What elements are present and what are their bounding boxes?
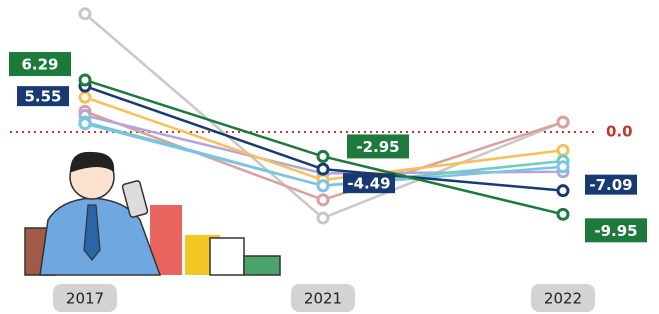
data-label: -4.49: [343, 173, 395, 193]
value-label: -7.09: [589, 176, 632, 194]
value-label: -4.49: [347, 175, 390, 193]
data-label: -2.95: [347, 134, 409, 158]
point: [558, 145, 568, 155]
point: [558, 162, 568, 172]
x-tick-label: 2021: [304, 290, 342, 308]
x-tick-label: 2017: [66, 290, 104, 308]
point: [318, 213, 328, 223]
value-label: 5.55: [24, 88, 61, 106]
point: [318, 181, 328, 191]
value-label: 6.29: [21, 56, 58, 74]
data-label: 6.29: [9, 52, 71, 76]
chart: 0.0 2017 2021 2022 5.55 -4.49 -7.09 6.29 -2.95 -9…: [0, 0, 659, 314]
data-label: 5.55: [17, 86, 69, 106]
point: [558, 186, 568, 196]
point: [80, 9, 90, 19]
point: [318, 195, 328, 205]
point: [558, 209, 568, 219]
value-label: -2.95: [356, 138, 399, 156]
reference-label: 0.0: [606, 123, 633, 141]
point: [80, 119, 90, 129]
value-label: -9.95: [594, 222, 637, 240]
data-label: -7.09: [585, 175, 637, 195]
point: [80, 75, 90, 85]
point: [318, 164, 328, 174]
page: {"chart_data": {"type": "line", "categor…: [0, 0, 659, 314]
data-label: -9.95: [585, 218, 647, 242]
x-tick-label: 2022: [544, 290, 582, 308]
building: [210, 238, 244, 275]
point: [80, 92, 90, 102]
point: [318, 151, 328, 161]
point: [558, 117, 568, 127]
building: [244, 256, 280, 275]
